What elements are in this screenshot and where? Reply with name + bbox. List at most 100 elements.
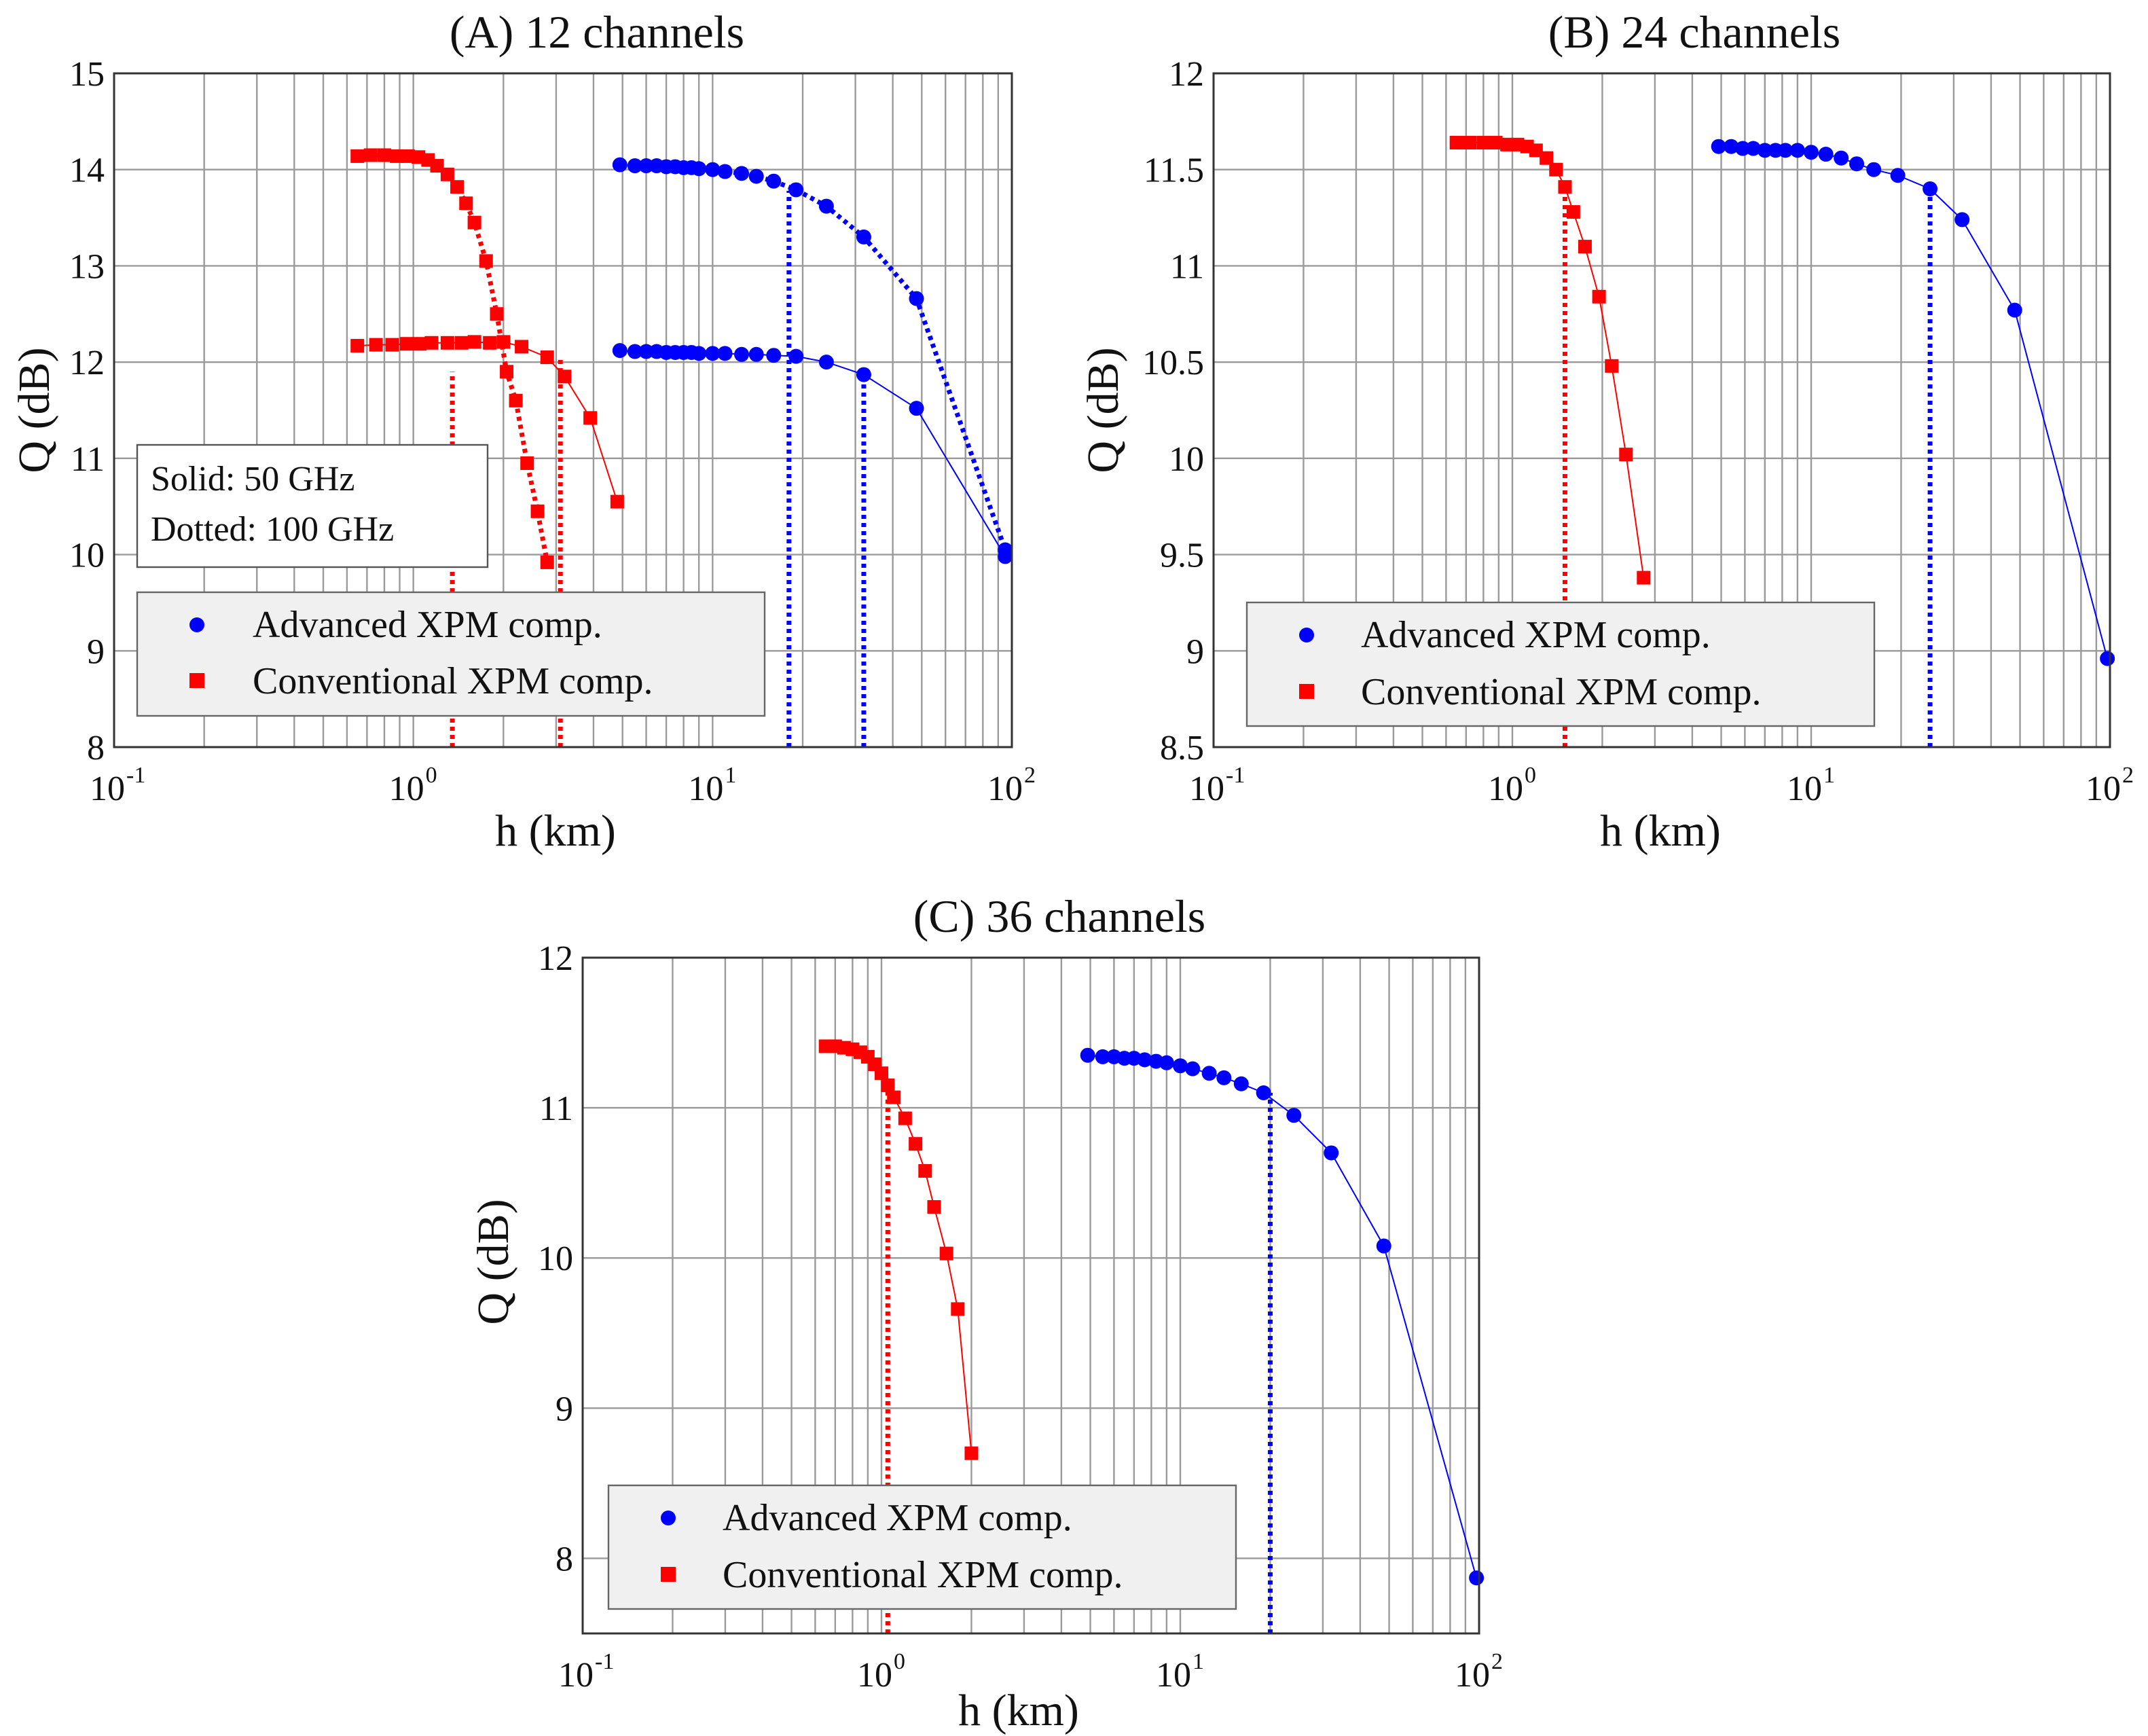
panel-b-data-point xyxy=(1818,147,1834,162)
panel-c-data-point xyxy=(964,1446,979,1460)
panel-a-data-point xyxy=(856,367,871,382)
panel-b-y-tick-label: 9 xyxy=(1186,632,1204,671)
panel-b-data-point xyxy=(1637,571,1651,585)
panel-b-x-tick-label: 10 xyxy=(1787,770,1822,808)
panel-a-data-point xyxy=(705,346,721,361)
panel-b-plot-frame xyxy=(1212,72,2111,748)
panel-c-data-point xyxy=(1173,1058,1188,1074)
panel-b-data-point xyxy=(1757,143,1772,158)
panel-c-x-tick-exponent: 1 xyxy=(1193,1649,1204,1674)
panel-a-y-tick-label: 15 xyxy=(69,55,105,94)
panel-a-note: Solid: 50 GHz Dotted: 100 GHz xyxy=(136,444,489,568)
panel-b-y-ticks: 8.5 9 9.5 10 10.5 11 11.5 12 xyxy=(1142,55,1204,767)
panel-c-x-tick-exponent: -1 xyxy=(595,1649,614,1674)
panel-c-y-tick-label: 9 xyxy=(556,1390,573,1428)
panel-a-data-point xyxy=(430,159,444,173)
panel-b-data-point xyxy=(1804,145,1819,160)
panel-b-x-ticks: 10 -1 10 0 10 1 10 2 xyxy=(1189,763,2134,808)
panel-a-y-tick-label: 10 xyxy=(69,537,105,575)
panel-b-legend-marker-conventional xyxy=(1299,684,1314,699)
panel-a-data-point xyxy=(909,291,924,306)
panel-b-series xyxy=(1449,136,2115,666)
panel-a-data-point xyxy=(390,149,404,163)
panel-a-data-point xyxy=(691,161,707,177)
panel-c-data-point xyxy=(1256,1085,1271,1100)
panel-a-data-point xyxy=(558,369,572,384)
panel-a-x-tick-exponent: -1 xyxy=(126,763,145,788)
panel-a-data-point xyxy=(627,158,642,174)
panel-a-data-point xyxy=(401,149,415,163)
panel-a-data-point xyxy=(717,346,733,361)
panel-a-legend-marker-advanced xyxy=(189,617,204,632)
panel-c-data-point xyxy=(1286,1108,1302,1123)
panel-a-data-point xyxy=(399,337,414,351)
panel-a-data-point xyxy=(483,336,497,350)
panel-c-data-point xyxy=(881,1078,895,1092)
panel-a-data-point xyxy=(909,401,924,416)
panel-c-plot-frame xyxy=(581,956,1480,1635)
panel-a-data-point xyxy=(734,346,750,362)
panel-a-legend-label-conventional: Conventional XPM comp. xyxy=(253,660,653,702)
panel-c-data-point xyxy=(1201,1066,1217,1081)
panel-a-y-ticks: 8 9 10 11 12 13 14 15 xyxy=(69,55,105,767)
panel-c-data-point xyxy=(1159,1055,1174,1070)
panel-b-data-point xyxy=(1549,162,1563,177)
panel-a-data-point xyxy=(440,336,454,350)
panel-a-x-tick-label: 10 xyxy=(389,770,424,808)
panel-a-data-point xyxy=(500,365,514,379)
panel-b-x-tick-exponent: 2 xyxy=(2122,763,2134,788)
panel-b-x-tick-label: 10 xyxy=(2086,770,2121,808)
panel-c-data-point xyxy=(1185,1061,1201,1077)
panel-b-y-tick-label: 10.5 xyxy=(1142,344,1204,382)
panel-c-legend-label-conventional: Conventional XPM comp. xyxy=(723,1554,1123,1596)
panel-b-data-point xyxy=(1529,143,1543,158)
panel-c-data-point xyxy=(1137,1052,1152,1068)
panel-c-data-point xyxy=(1324,1145,1339,1161)
panel-b-y-tick-label: 11.5 xyxy=(1144,151,1204,190)
panel-b-data-point xyxy=(1866,162,1882,177)
panel-b-y-tick-label: 9.5 xyxy=(1160,537,1204,575)
panel-a-x-tick-exponent: 0 xyxy=(426,763,437,788)
panel-a-data-point xyxy=(385,338,399,352)
panel-a-data-point xyxy=(350,149,365,163)
panel-a-data-point xyxy=(450,180,465,194)
panel-b-data-point xyxy=(1789,143,1805,158)
panel-b-data-point xyxy=(1540,151,1554,165)
panel-a-plot-frame xyxy=(113,72,1013,748)
panel-a-data-point xyxy=(454,336,469,350)
panel-a-data-point xyxy=(612,157,627,173)
panel-c-x-tick-exponent: 2 xyxy=(1491,1649,1503,1674)
panel-a-x-tick-label: 10 xyxy=(688,770,723,808)
panel-a-legend-label-advanced: Advanced XPM comp. xyxy=(253,604,602,646)
panel-b-title: (B) 24 channels xyxy=(1548,6,1841,58)
panel-c-data-point xyxy=(1080,1047,1095,1063)
panel-a-data-point xyxy=(788,182,804,198)
panel-a-data-point xyxy=(583,411,598,425)
panel-b-data-point xyxy=(1592,289,1606,304)
panel-a-data-point xyxy=(638,344,654,359)
panel-a-data-point xyxy=(734,166,750,181)
panel-b-data-point xyxy=(1849,156,1865,172)
panel-b-data-point xyxy=(1605,359,1619,373)
panel-c-y-tick-label: 12 xyxy=(538,939,573,978)
panel-b-data-point xyxy=(1745,141,1761,156)
panel-b-data-point xyxy=(1735,141,1751,156)
panel-c-x-axis-label: h (km) xyxy=(958,1686,1079,1735)
panel-b-data-point xyxy=(1489,136,1503,150)
panel-c-legend-label-advanced: Advanced XPM comp. xyxy=(723,1497,1072,1539)
panel-b-x-tick-label: 10 xyxy=(1488,770,1523,808)
panel-c-legend: Advanced XPM comp. Conventional XPM comp… xyxy=(607,1484,1237,1610)
panel-c-data-point xyxy=(1469,1570,1485,1586)
panel-b-data-point xyxy=(1724,139,1739,154)
panel-a-y-tick-label: 12 xyxy=(69,344,105,382)
panel-b-y-tick-label: 11 xyxy=(1170,247,1204,286)
panel-a-data-point xyxy=(540,555,554,569)
panel-c-legend-marker-conventional xyxy=(661,1567,676,1582)
panel-c-x-tick-exponent: 0 xyxy=(894,1649,905,1674)
panel-a-data-point xyxy=(509,393,523,408)
panel-a-x-tick-label: 10 xyxy=(987,770,1023,808)
panel-a-data-point xyxy=(610,494,624,509)
